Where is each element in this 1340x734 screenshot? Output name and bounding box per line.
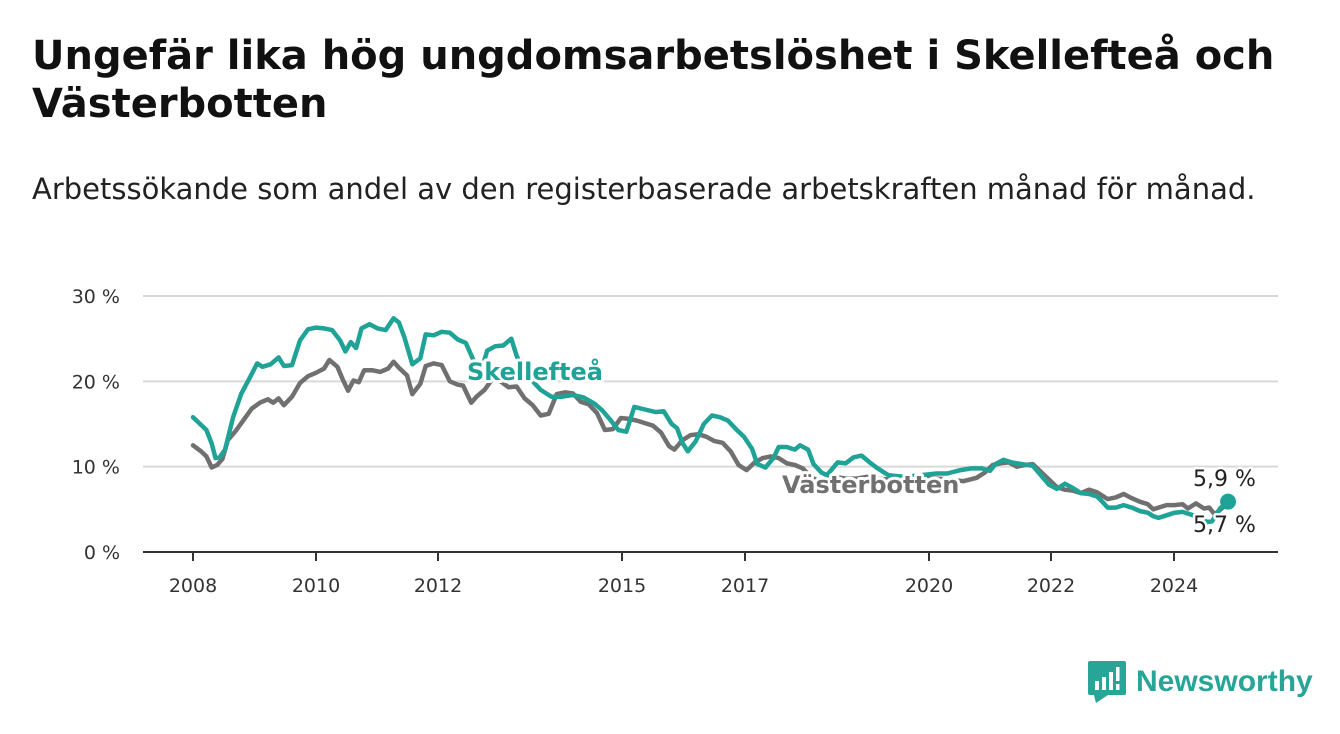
x-tick-label: 2017 [721, 575, 769, 597]
brand-name: Newsworthy [1136, 665, 1313, 698]
newsworthy-logo: Newsworthy [1088, 660, 1313, 704]
series-label-vasterbotten: Västerbotten [782, 471, 959, 499]
series-labels: Skellefteå Västerbotten 5,9 % 5,7 % [464, 354, 1258, 541]
series-label-skelleftea: Skellefteå [467, 357, 603, 386]
x-tick-label: 2010 [292, 575, 340, 597]
bar-chart-badge-icon [1088, 661, 1126, 703]
x-tick-label: 2008 [169, 575, 217, 597]
x-tick-label: 2024 [1150, 575, 1198, 597]
line-chart: 0 % 10 % 20 % 30 % 2008 2010 2012 2015 2017 2020… [72, 286, 1278, 597]
x-tick-label: 2022 [1027, 575, 1075, 597]
x-tick-label: 2012 [414, 575, 462, 597]
chart-subtitle: Arbetssökande som andel av den registerb… [32, 172, 1256, 206]
y-tick-label: 20 % [72, 371, 120, 393]
series-line-v-sterbotten [190, 357, 1231, 517]
x-tick-label: 2020 [905, 575, 953, 597]
chart-title: Ungefär lika hög ungdomsarbetslöshet i S… [32, 33, 1275, 127]
y-tick-label: 0 % [84, 542, 120, 564]
series-layer [190, 315, 1237, 525]
series-line-skellefte- [190, 315, 1231, 525]
end-value-skelleftea: 5,9 % [1193, 467, 1256, 492]
y-tick-label: 30 % [72, 286, 120, 308]
y-tick-label: 10 % [72, 457, 120, 479]
grid-lines: 0 % 10 % 20 % 30 % [72, 286, 1278, 564]
end-value-vasterbotten: 5,7 % [1193, 513, 1256, 538]
x-tick-label: 2015 [598, 575, 646, 597]
endpoint-marker [1220, 493, 1237, 510]
x-axis: 2008 2010 2012 2015 2017 2020 2022 2024 [143, 551, 1278, 597]
